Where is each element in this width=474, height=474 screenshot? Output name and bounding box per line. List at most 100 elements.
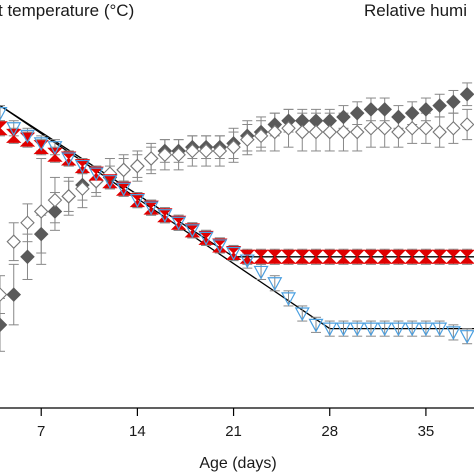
humidity-point-open xyxy=(116,162,131,178)
humidity-point-open xyxy=(336,124,351,140)
temperature-point-filled xyxy=(404,249,420,264)
temperature-point-open xyxy=(171,216,187,231)
temperature-point-open xyxy=(432,322,448,337)
humidity-point-open xyxy=(130,158,145,174)
temperature-point-filled xyxy=(280,249,297,264)
temperature-point-filled xyxy=(418,249,434,264)
data-markers xyxy=(0,86,474,344)
x-tick-label: 28 xyxy=(321,423,338,440)
temperature-point-open xyxy=(47,141,63,155)
temperature-point-open xyxy=(102,175,118,189)
humidity-point-filled xyxy=(391,109,406,125)
humidity-point-open xyxy=(198,143,214,159)
x-ticks: 7 14 21 28 35 xyxy=(37,408,434,440)
temperature-point-open xyxy=(116,182,132,197)
temperature-point-open xyxy=(267,277,283,292)
humidity-point-open xyxy=(47,192,63,208)
temperature-point-open xyxy=(390,322,406,337)
temperature-point-open xyxy=(143,201,159,216)
humidity-point-open xyxy=(157,147,173,163)
temperature-point-open xyxy=(0,107,8,121)
temperature-point-filled xyxy=(390,249,407,264)
temperature-point-open xyxy=(6,122,22,137)
temperature-point-filled xyxy=(253,249,269,264)
temperature-point-open xyxy=(33,137,49,152)
humidity-point-open xyxy=(432,124,447,140)
temperature-point-filled xyxy=(102,174,118,189)
humidity-point-filled xyxy=(336,109,351,125)
humidity-point-open xyxy=(0,287,8,302)
humidity-point-filled xyxy=(459,86,474,102)
humidity-point-open xyxy=(418,121,434,136)
temperature-point-open xyxy=(129,194,145,208)
temperature-point-open xyxy=(322,322,338,337)
error-bars xyxy=(0,82,473,352)
humidity-point-open xyxy=(226,139,241,155)
temperature-point-filled xyxy=(431,249,448,264)
temperature-point-open xyxy=(377,322,393,337)
temperature-point-open xyxy=(157,209,173,223)
humidity-point-open xyxy=(253,128,269,144)
humidity-point-open xyxy=(446,121,461,136)
temperature-point-filled xyxy=(363,249,379,264)
humidity-point-filled xyxy=(6,287,22,302)
humidity-point-open xyxy=(75,181,90,197)
temperature-point-filled xyxy=(335,249,352,264)
target-lines xyxy=(0,105,474,330)
temperature-point-filled xyxy=(294,249,310,264)
temperature-point-filled xyxy=(376,249,393,264)
temperature-point-filled xyxy=(143,200,159,215)
humidity-point-open xyxy=(349,124,365,140)
temperature-point-open xyxy=(61,152,77,167)
temperature-point-open xyxy=(418,322,434,337)
humidity-point-filled xyxy=(404,105,420,121)
temperature-point-filled xyxy=(74,159,91,174)
humidity-axis-label: Relative humi xyxy=(364,1,467,20)
humidity-point-open xyxy=(404,121,420,136)
humidity-point-open xyxy=(294,124,310,140)
humidity-point-open xyxy=(459,117,474,132)
temperature-point-filled xyxy=(0,121,8,136)
target-line-2 xyxy=(0,105,474,330)
humidity-point-filled xyxy=(33,226,49,242)
humidity-point-open xyxy=(267,124,283,140)
temperature-point-filled xyxy=(184,223,201,238)
humidity-point-open xyxy=(61,189,76,204)
x-axis-title: Age (days) xyxy=(199,455,276,472)
humidity-point-open xyxy=(20,215,35,231)
temperature-point-open xyxy=(404,322,420,337)
x-tick-label: 21 xyxy=(225,423,242,440)
humidity-point-filled xyxy=(377,102,392,117)
humidity-point-filled xyxy=(363,102,379,117)
temperature-point-open xyxy=(445,326,461,341)
humidity-point-filled xyxy=(0,317,8,333)
temperature-point-open xyxy=(459,330,474,344)
humidity-point-open xyxy=(377,121,392,136)
humidity-point-filled xyxy=(349,105,365,121)
temperature-point-open xyxy=(212,239,228,254)
x-tick-label: 7 xyxy=(37,423,45,440)
humidity-point-filled xyxy=(432,98,447,113)
temperature-point-filled xyxy=(267,249,283,264)
humidity-point-open xyxy=(6,234,22,249)
humidity-point-filled xyxy=(418,102,434,117)
temperature-point-open xyxy=(308,318,324,333)
temperature-point-open xyxy=(349,322,365,337)
temperature-point-open xyxy=(253,265,269,280)
humidity-point-open xyxy=(308,124,324,140)
temperature-point-open xyxy=(239,254,255,269)
temperature-point-filled xyxy=(198,230,214,245)
humidity-point-open xyxy=(281,121,296,136)
humidity-point-filled xyxy=(47,204,63,219)
temperature-point-open xyxy=(74,159,90,174)
temperature-point-filled xyxy=(308,249,324,264)
temperature-point-open xyxy=(335,322,351,337)
temperature-point-open xyxy=(184,224,200,239)
humidity-point-open xyxy=(185,143,200,159)
temperature-point-open xyxy=(281,292,297,307)
temperature-point-filled xyxy=(129,193,146,208)
temperature-point-filled xyxy=(60,151,77,166)
temperature-point-filled xyxy=(459,249,474,264)
temperature-point-open xyxy=(226,246,242,261)
